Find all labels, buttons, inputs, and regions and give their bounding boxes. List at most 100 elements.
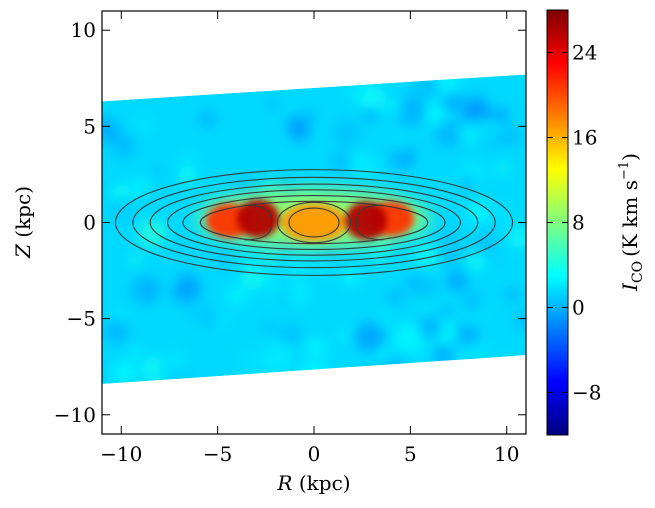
x-tick-label: 0 <box>308 442 321 466</box>
noise-blob <box>239 347 268 376</box>
emission-features <box>198 189 430 248</box>
noise-blob <box>497 367 520 385</box>
noise-blob <box>158 360 177 379</box>
noise-blob <box>463 292 482 311</box>
x-tick-label: 10 <box>494 442 519 466</box>
noise-blob <box>456 323 480 347</box>
noise-blob <box>341 267 360 286</box>
noise-blob <box>272 282 283 294</box>
noise-blob <box>500 357 512 369</box>
noise-blob <box>212 247 236 272</box>
colorbar-tick-label: 24 <box>572 41 597 65</box>
noise-blob <box>288 74 310 90</box>
noise-blob <box>446 270 468 292</box>
noise-blob <box>267 97 278 109</box>
noise-blob <box>409 367 431 385</box>
noise-blob <box>508 227 526 248</box>
noise-blob <box>458 121 480 144</box>
colorbar-tick-label: 8 <box>572 211 585 235</box>
noise-blob <box>467 252 486 271</box>
noise-blob <box>375 347 390 361</box>
noise-blob <box>146 315 161 330</box>
y-tick-label: 0 <box>83 211 96 235</box>
noise-blob <box>264 288 284 307</box>
noise-blob <box>414 242 439 268</box>
noise-blob <box>178 166 198 186</box>
noise-blob <box>499 360 515 376</box>
colorbar-tick-label: −8 <box>572 381 601 405</box>
contour-ring <box>199 200 429 245</box>
noise-blob <box>112 134 137 159</box>
noise-blob <box>160 269 179 289</box>
noise-blob <box>130 347 142 358</box>
noise-blob <box>102 116 121 142</box>
noise-blob <box>419 316 444 340</box>
x-tick-label: 5 <box>404 442 417 466</box>
contour-ring <box>114 169 514 276</box>
colorbar-ticks: −8 0 8 16 24 <box>547 41 601 405</box>
noise-blob <box>197 305 220 328</box>
noise-blob <box>462 363 479 381</box>
noise-blob <box>152 166 163 178</box>
noise-blob <box>240 267 264 290</box>
noise-blob <box>263 343 292 372</box>
central-ring-core <box>281 203 347 242</box>
contour-lobe-right <box>355 204 384 241</box>
noise-blob <box>305 342 318 354</box>
noise-blob <box>441 305 453 317</box>
x-axis: −10 −5 0 5 10 <box>100 11 519 466</box>
x-axis-title: R (kpc) <box>276 471 350 495</box>
noise-blob <box>171 273 202 304</box>
noise-blob <box>114 308 126 319</box>
noise-blob <box>138 219 167 248</box>
noise-blob <box>493 107 509 123</box>
noise-blob <box>392 323 422 353</box>
noise-blob <box>176 301 196 320</box>
noise-blob <box>478 360 496 378</box>
noise-blob <box>262 320 277 335</box>
noise-blob <box>331 149 354 173</box>
noise-blob <box>459 174 476 191</box>
noise-blob <box>356 370 379 385</box>
y-tick-label: 10 <box>71 18 96 42</box>
y-tick-label: −5 <box>67 307 96 331</box>
x-tick-label: −5 <box>203 442 232 466</box>
noise-blob <box>358 84 387 113</box>
noise-blob <box>378 310 391 324</box>
heatmap-plot <box>102 74 526 385</box>
noise-blob <box>354 322 385 353</box>
noise-blob <box>314 258 329 274</box>
noise-blob <box>411 277 437 303</box>
noise-blob <box>386 288 404 306</box>
noise-blob <box>281 323 302 345</box>
y-axis: −10 −5 0 5 10 <box>54 18 526 427</box>
noise-blob <box>286 115 310 139</box>
noise-blob <box>227 286 246 305</box>
noise-blob <box>129 253 141 265</box>
noise-blob <box>497 161 510 175</box>
y-tick-label: 5 <box>83 114 96 138</box>
noise-blob <box>451 160 462 171</box>
colorbar-title: ICO(K km s−1) <box>617 153 646 292</box>
noise-blob <box>494 202 520 229</box>
noise-blob <box>393 151 406 164</box>
noise-blob <box>350 147 379 176</box>
noise-blob <box>513 312 526 332</box>
x-tick-label: −10 <box>100 442 142 466</box>
contour-ring <box>149 183 479 262</box>
noise-blob <box>343 84 354 95</box>
noise-blob <box>128 281 148 300</box>
noise-blob <box>175 366 197 385</box>
noise-blob <box>392 138 408 154</box>
left-inner-peak <box>236 199 280 238</box>
contour-inner-ring <box>288 207 340 238</box>
coverage-region <box>102 74 526 385</box>
noise-blob <box>376 356 406 385</box>
noise-blob <box>337 329 351 342</box>
noise-blob <box>433 343 454 364</box>
y-tick-label: −10 <box>54 403 96 427</box>
noise-blob <box>506 290 518 301</box>
noise-blob <box>284 253 310 279</box>
noise-blob <box>434 117 465 148</box>
